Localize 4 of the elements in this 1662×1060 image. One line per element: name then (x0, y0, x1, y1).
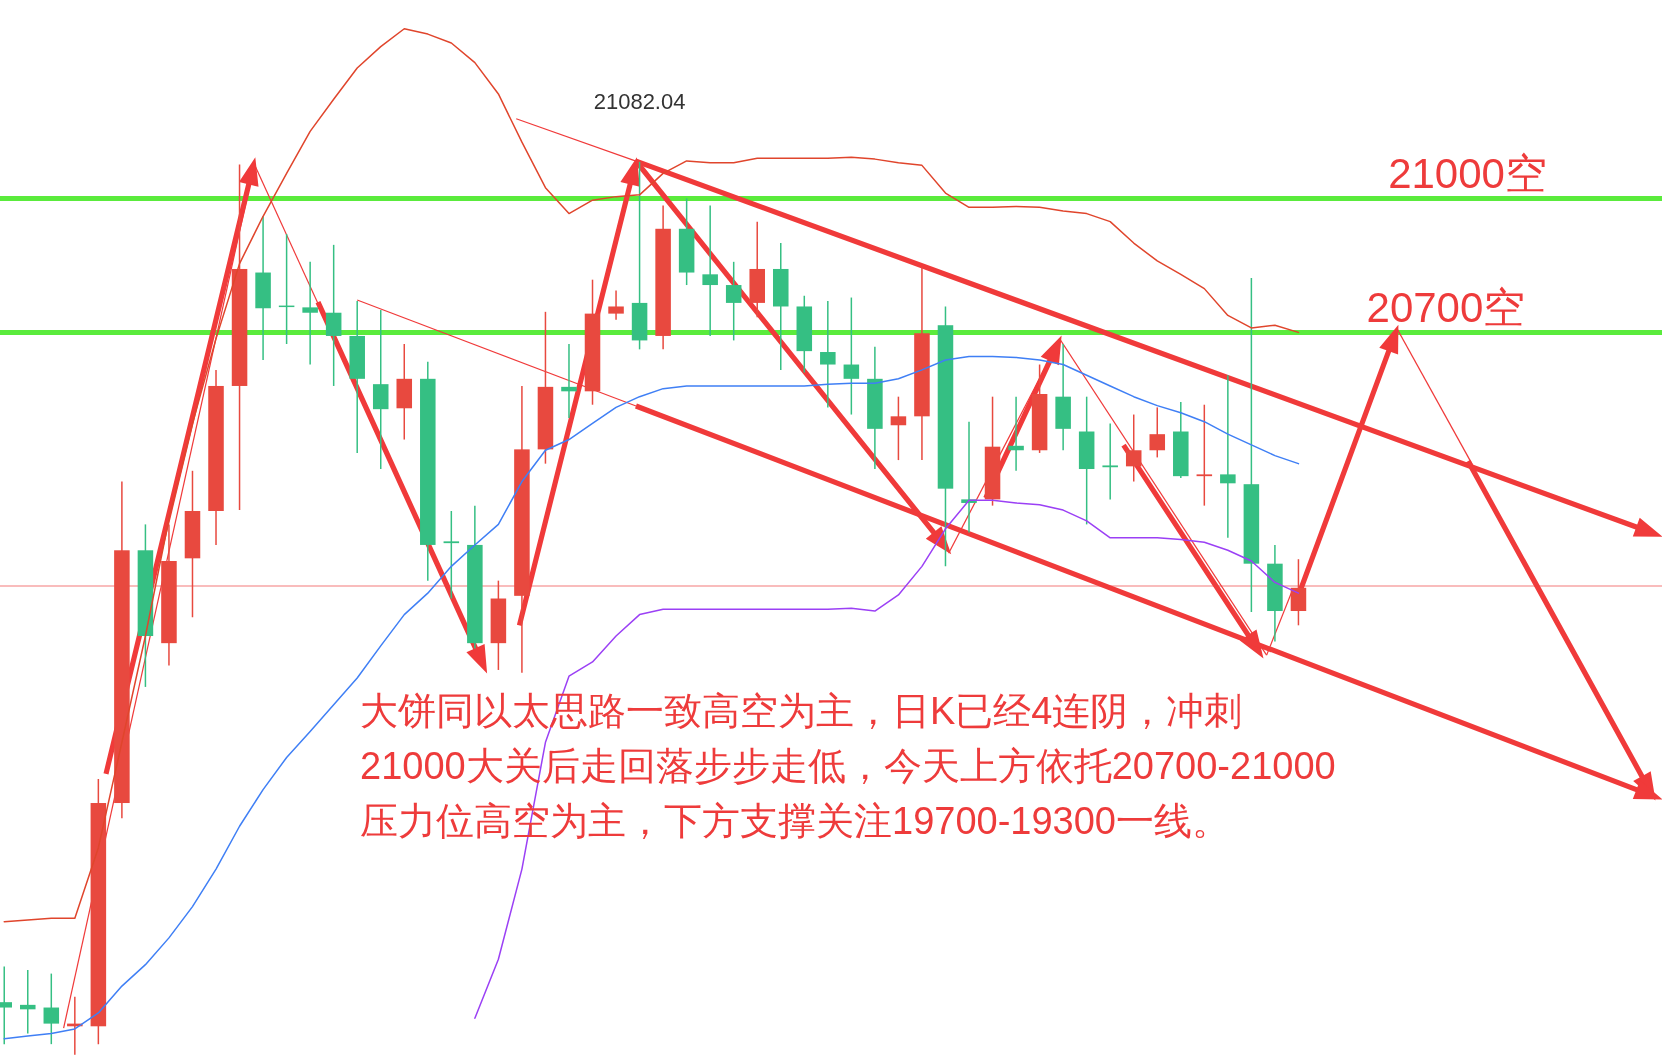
annotation: 21000大关后走回落步步走低，今天上方依托20700-21000 (360, 745, 1336, 787)
ref-line-label: 20700空 (1366, 284, 1526, 332)
ref-line-label: 21000空 (1388, 150, 1547, 198)
annotation: 21082.04 (593, 88, 686, 114)
